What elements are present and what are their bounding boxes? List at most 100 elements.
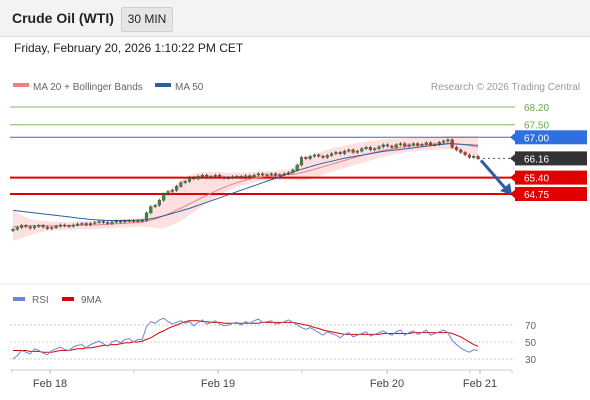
candle bbox=[325, 153, 329, 159]
timestamp: Friday, February 20, 2026 1:10:22 PM CET bbox=[14, 41, 244, 55]
interval-button[interactable]: 30 MIN bbox=[121, 7, 173, 32]
level-badge-64-75 bbox=[515, 187, 587, 201]
candle bbox=[269, 172, 273, 177]
bollinger-bands bbox=[13, 136, 478, 241]
candle bbox=[248, 174, 252, 178]
candle bbox=[330, 152, 334, 157]
candle bbox=[235, 174, 239, 179]
candle bbox=[373, 147, 377, 152]
candle bbox=[123, 219, 127, 224]
candle bbox=[364, 145, 368, 151]
candle bbox=[463, 150, 467, 157]
candle bbox=[200, 173, 204, 178]
candle bbox=[106, 221, 110, 225]
candle bbox=[97, 220, 101, 224]
candle bbox=[317, 153, 321, 158]
candle bbox=[265, 173, 269, 177]
x-axis: Feb 18 Feb 19 Feb 20 Feb 21 bbox=[11, 370, 513, 390]
candle bbox=[398, 142, 403, 147]
candle bbox=[390, 144, 394, 149]
candle bbox=[278, 173, 282, 177]
candle bbox=[45, 225, 49, 231]
candle bbox=[403, 142, 407, 148]
candle bbox=[420, 142, 424, 147]
candle bbox=[209, 174, 213, 180]
x-tick-label: Feb 20 bbox=[370, 378, 404, 390]
candle bbox=[162, 192, 166, 202]
candle bbox=[394, 143, 398, 149]
candle bbox=[256, 172, 260, 177]
level-badge-65-40 bbox=[515, 170, 587, 185]
bollinger-band-fill bbox=[13, 136, 478, 241]
candle bbox=[226, 176, 230, 180]
candle bbox=[222, 175, 226, 180]
candle bbox=[101, 220, 105, 224]
candle bbox=[442, 139, 446, 144]
candle bbox=[351, 148, 355, 154]
candle bbox=[166, 190, 170, 196]
candle bbox=[239, 174, 243, 180]
ma50-line bbox=[12, 143, 479, 221]
candle bbox=[41, 224, 45, 229]
candle bbox=[252, 173, 256, 178]
candle bbox=[175, 184, 179, 192]
candle bbox=[381, 143, 385, 149]
level-label-68-20: 68.20 bbox=[524, 103, 549, 114]
candle bbox=[218, 173, 222, 179]
candle bbox=[355, 149, 359, 154]
candle bbox=[291, 168, 295, 175]
candle bbox=[213, 173, 217, 178]
candle bbox=[274, 172, 278, 177]
candle bbox=[153, 203, 157, 209]
x-tick-label: Feb 19 bbox=[201, 378, 235, 390]
rsi-ma-legend-label: 9MA bbox=[81, 295, 102, 306]
ma20-legend-label: MA 20 + Bollinger Bands bbox=[33, 82, 143, 93]
candle bbox=[110, 220, 114, 225]
candle bbox=[459, 148, 463, 154]
candle bbox=[136, 219, 140, 223]
candle bbox=[187, 176, 192, 183]
candle bbox=[338, 150, 342, 156]
candle bbox=[231, 175, 235, 180]
forecast-arrow-head bbox=[500, 183, 512, 195]
candle bbox=[71, 223, 75, 228]
candle bbox=[54, 224, 58, 230]
candle bbox=[28, 225, 32, 230]
copyright-label: Research © 2026 Trading Central bbox=[431, 82, 580, 93]
candle bbox=[67, 224, 71, 228]
candle bbox=[88, 222, 93, 227]
moving-averages bbox=[12, 142, 479, 228]
level-badge-67-00 bbox=[515, 130, 587, 145]
rsi-ma-legend-swatch bbox=[62, 297, 74, 301]
candle bbox=[37, 224, 41, 228]
candle bbox=[299, 155, 304, 167]
x-tick-label: Feb 21 bbox=[463, 378, 497, 390]
candle bbox=[342, 149, 347, 156]
candle bbox=[80, 222, 84, 226]
candle bbox=[282, 172, 286, 177]
candle bbox=[114, 219, 118, 224]
level-label-66-16: 66.16 bbox=[524, 154, 549, 165]
chart-header: Crude Oil (WTI) 30 MIN bbox=[0, 0, 590, 37]
forecast-arrow-shaft bbox=[479, 159, 508, 190]
candle bbox=[347, 148, 351, 153]
level-label-67-50: 67.50 bbox=[524, 121, 549, 132]
level-badge-66-16 bbox=[515, 151, 587, 166]
candle bbox=[411, 142, 415, 147]
candle bbox=[308, 154, 312, 161]
rsi-legend-swatch bbox=[13, 297, 25, 301]
candle bbox=[304, 155, 308, 161]
level-badge-pointer bbox=[510, 132, 516, 143]
candle bbox=[76, 222, 80, 227]
rsi-tick-50: 50 bbox=[525, 338, 537, 349]
candle bbox=[433, 142, 437, 147]
candle bbox=[170, 188, 174, 193]
candle bbox=[429, 141, 433, 147]
candle bbox=[295, 163, 299, 172]
candle bbox=[149, 205, 153, 215]
candle bbox=[472, 154, 476, 159]
candle bbox=[312, 153, 316, 158]
candle bbox=[476, 154, 480, 160]
